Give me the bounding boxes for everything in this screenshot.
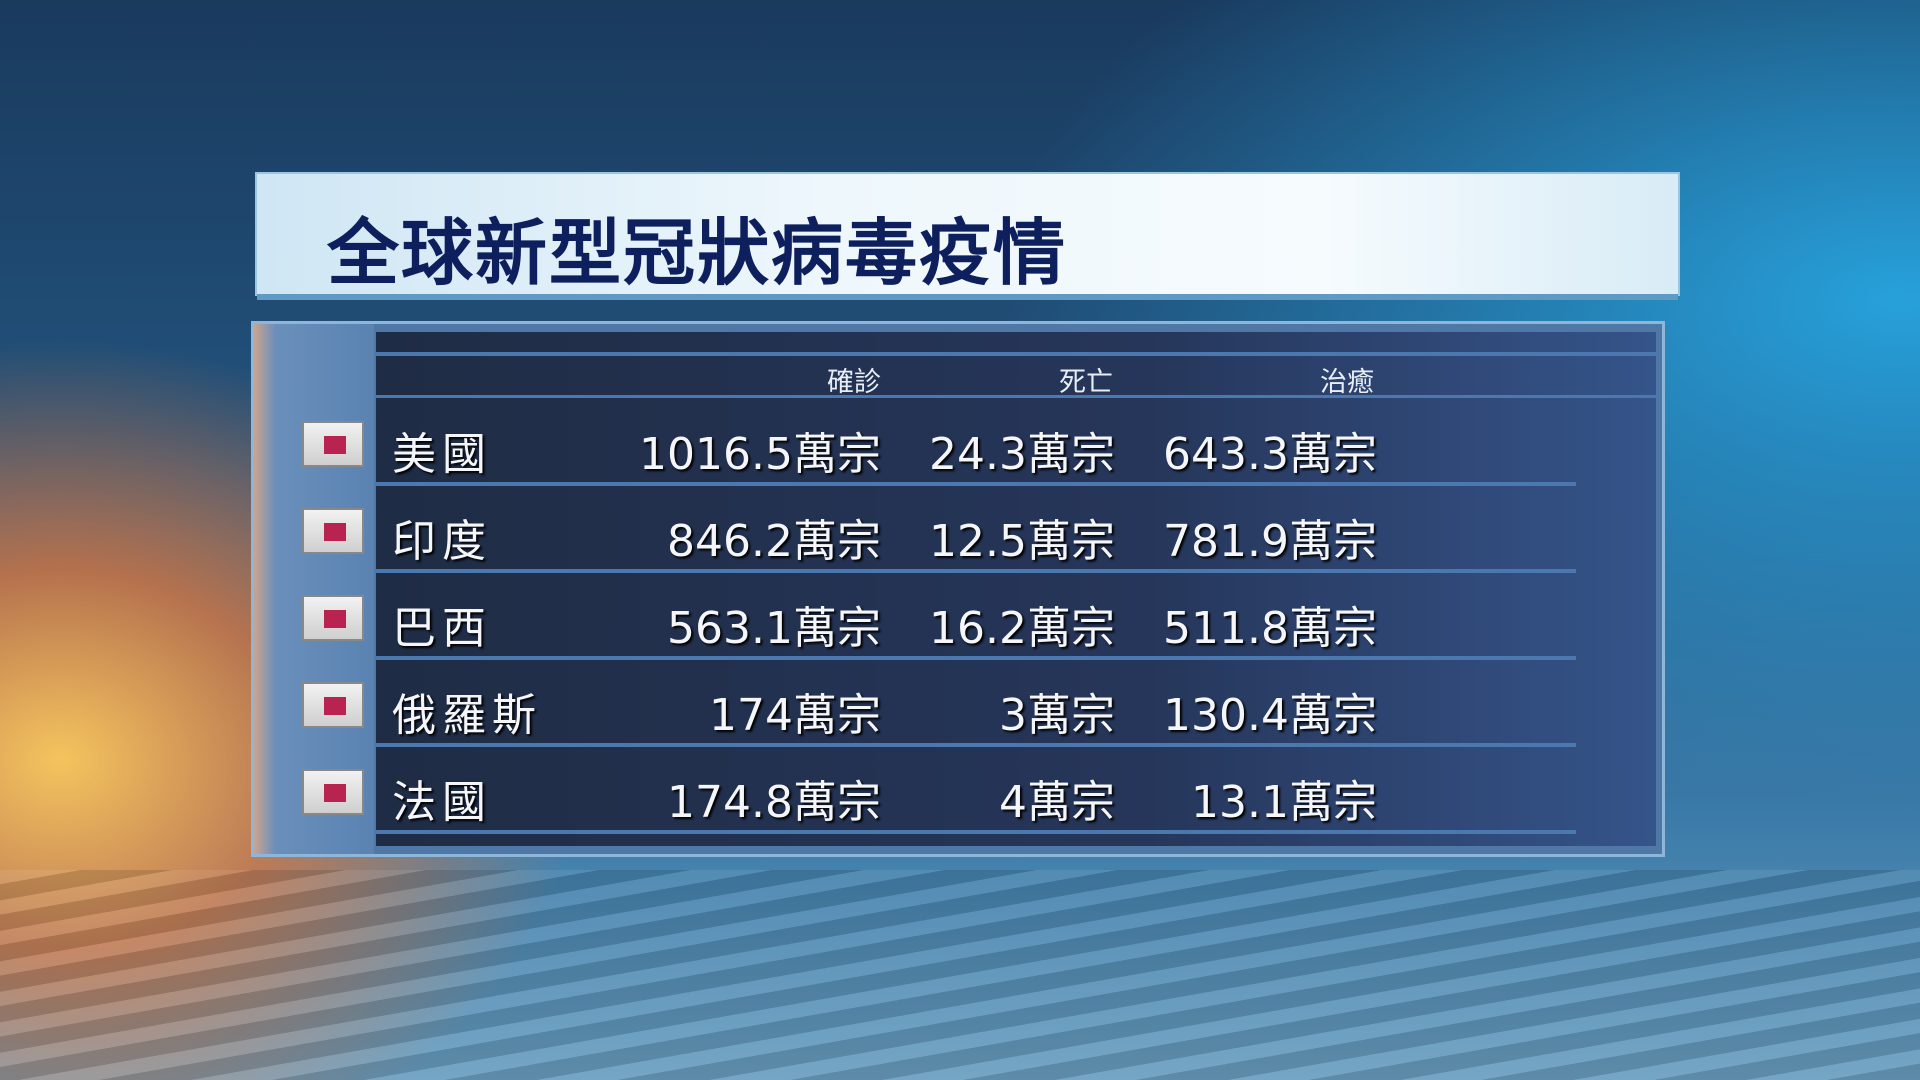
country-name: 印度: [392, 516, 492, 567]
title-banner: 全球新型冠狀病毒疫情: [257, 174, 1678, 295]
confirmed-value: 846.2萬宗: [667, 516, 881, 567]
page-title: 全球新型冠狀病毒疫情: [327, 211, 1068, 295]
country-name: 俄羅斯: [392, 690, 542, 741]
flag-icon: [302, 769, 364, 815]
table-row: 美國 1016.5萬宗 24.3萬宗 643.3萬宗: [376, 406, 1576, 486]
deaths-value: 3萬宗: [999, 690, 1115, 741]
table-header: 確診 死亡 治癒: [376, 352, 1656, 398]
flag-marker: [324, 784, 346, 802]
header-deaths: 死亡: [1059, 367, 1113, 398]
recovered-value: 781.9萬宗: [1163, 516, 1377, 567]
stats-table: 確診 死亡 治癒 美國 1016.5萬宗 24.3萬宗 643.3萬宗 印度 84…: [251, 321, 1665, 857]
country-name: 法國: [392, 777, 492, 828]
flag-icon: [302, 595, 364, 641]
confirmed-value: 174萬宗: [709, 690, 881, 741]
recovered-value: 130.4萬宗: [1163, 690, 1377, 741]
recovered-value: 511.8萬宗: [1163, 603, 1377, 654]
confirmed-value: 174.8萬宗: [667, 777, 881, 828]
country-name: 巴西: [392, 603, 492, 654]
table-row: 俄羅斯 174萬宗 3萬宗 130.4萬宗: [376, 667, 1576, 747]
table-row: 法國 174.8萬宗 4萬宗 13.1萬宗: [376, 754, 1576, 834]
background-floor: [0, 870, 1920, 1080]
deaths-value: 4萬宗: [999, 777, 1115, 828]
flag-marker: [324, 610, 346, 628]
flag-icon: [302, 421, 364, 467]
deaths-value: 24.3萬宗: [929, 429, 1115, 480]
header-recovered: 治癒: [1320, 367, 1374, 398]
flag-marker: [324, 523, 346, 541]
recovered-value: 643.3萬宗: [1163, 429, 1377, 480]
table-row: 印度 846.2萬宗 12.5萬宗 781.9萬宗: [376, 493, 1576, 573]
panel-bevel: [254, 324, 374, 854]
recovered-value: 13.1萬宗: [1191, 777, 1377, 828]
flag-icon: [302, 508, 364, 554]
confirmed-value: 563.1萬宗: [667, 603, 881, 654]
table-row: 巴西 563.1萬宗 16.2萬宗 511.8萬宗: [376, 580, 1576, 660]
header-confirmed: 確診: [827, 367, 881, 398]
flag-marker: [324, 697, 346, 715]
confirmed-value: 1016.5萬宗: [639, 429, 881, 480]
flag-marker: [324, 436, 346, 454]
deaths-value: 12.5萬宗: [929, 516, 1115, 567]
flag-icon: [302, 682, 364, 728]
deaths-value: 16.2萬宗: [929, 603, 1115, 654]
table-body: 確診 死亡 治癒 美國 1016.5萬宗 24.3萬宗 643.3萬宗 印度 84…: [376, 332, 1656, 846]
country-name: 美國: [392, 429, 492, 480]
